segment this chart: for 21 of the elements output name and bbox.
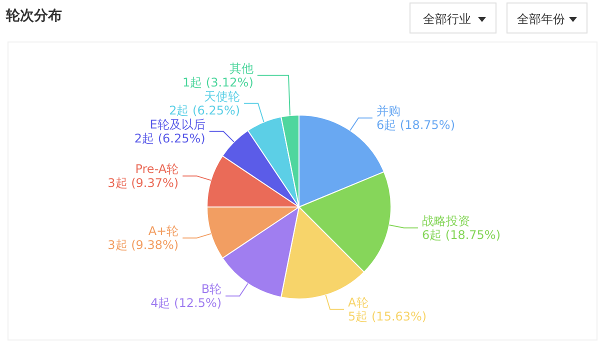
slice-label: 战略投资 — [422, 214, 470, 228]
slice-label: A轮 — [348, 295, 368, 310]
dropdown: 全部年份 — [506, 2, 588, 34]
data-label: 3起 (9.37%) — [108, 176, 179, 190]
slice-label: 天使轮 — [204, 89, 240, 104]
slice-label: E轮及以后 — [150, 117, 206, 132]
slice-label: 并购 — [376, 104, 400, 118]
data-label: 6起 (18.75%) — [422, 228, 501, 242]
data-label: 2起 (6.25%) — [169, 103, 240, 118]
data-label: 4起 (12.5%) — [150, 296, 222, 310]
slice-label: 其他 — [229, 61, 254, 76]
slice-label: A+轮 — [148, 224, 179, 238]
dropdown: 全部行业 — [410, 2, 496, 34]
slice-label: Pre-A轮 — [135, 162, 179, 176]
chart-title: 轮次分布 — [5, 8, 62, 24]
data-label: 3起 (9.38%) — [108, 238, 179, 252]
slice-label: B轮 — [201, 282, 222, 296]
data-label: 1起 (3.12%) — [182, 75, 254, 90]
data-label: 6起 (18.75%) — [376, 118, 456, 132]
data-label: 2起 (6.25%) — [134, 131, 206, 146]
data-label: 5起 (15.63%) — [348, 309, 427, 324]
